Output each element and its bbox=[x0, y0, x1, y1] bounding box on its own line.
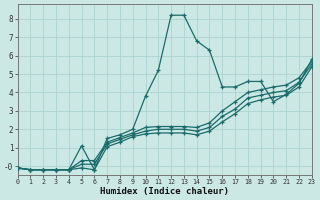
X-axis label: Humidex (Indice chaleur): Humidex (Indice chaleur) bbox=[100, 187, 229, 196]
